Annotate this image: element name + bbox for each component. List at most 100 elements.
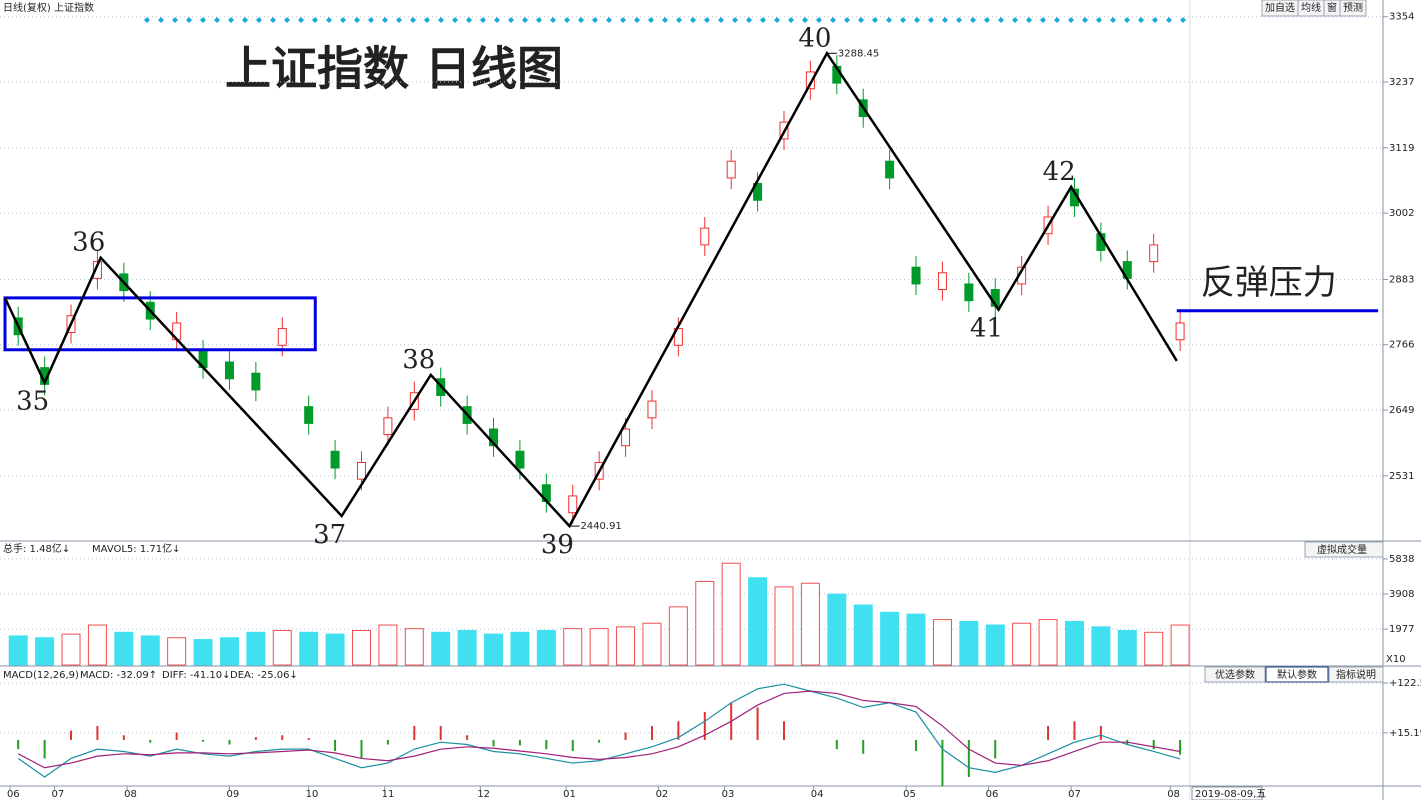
volume-bar [616, 626, 636, 666]
volume-bar [87, 624, 107, 666]
button-label[interactable]: 指标说明 [1336, 668, 1376, 681]
volume-bar [246, 631, 266, 666]
candle-body [647, 400, 657, 419]
volume-legend: 总手: 1.48亿↓ [3, 542, 70, 555]
candle-body [726, 160, 736, 179]
y-tick-label: +15.19 [1389, 728, 1421, 739]
candle-body [277, 328, 287, 346]
y-tick-label: 5838 [1389, 554, 1414, 565]
wave-label: 36 [72, 228, 105, 258]
button[interactable] [1265, 666, 1329, 683]
volume-bar [431, 631, 451, 666]
volume-bar [774, 586, 794, 666]
signal-row [140, 16, 1190, 24]
wave-label: 37 [313, 520, 346, 550]
macd-line [17, 683, 1181, 778]
y-tick-label: 2883 [1389, 274, 1414, 285]
volume-bar [1170, 624, 1190, 666]
button-label[interactable]: 默认参数 [1277, 668, 1317, 681]
x-tick-label: 06 [7, 789, 20, 800]
candle-body [1149, 244, 1159, 263]
candle-body [885, 160, 895, 179]
button-label[interactable]: 优选参数 [1215, 668, 1255, 681]
volume-bar [589, 628, 609, 666]
volume-bar [880, 611, 900, 666]
volume-legend: MAVOL5: 1.71亿↓ [92, 542, 181, 555]
button[interactable] [1304, 541, 1384, 558]
x-tick-label: 04 [811, 789, 824, 800]
macd-legend: MACD: -32.09↑ [80, 670, 157, 681]
y-tick-label: 2531 [1389, 471, 1414, 482]
x-tick-label: 05 [903, 789, 916, 800]
extreme-label: 2440.91 [580, 521, 621, 532]
volume-bar [35, 637, 55, 666]
button-label[interactable]: 预测 [1343, 1, 1363, 14]
candle-body [515, 450, 525, 469]
x-tick-label: 02 [656, 789, 669, 800]
volume-bar [985, 624, 1005, 666]
volume-bar [378, 624, 398, 666]
candle-body [1175, 322, 1185, 341]
volume-bar [272, 629, 292, 666]
volume-bar [457, 629, 477, 666]
button[interactable] [1328, 666, 1384, 683]
button[interactable] [1204, 666, 1266, 683]
chart-title: 上证指数 日线图 [225, 42, 563, 96]
candle-body [304, 406, 314, 424]
x-tick-label: 07 [52, 789, 65, 800]
button-label[interactable]: 加自选 [1265, 1, 1295, 14]
candle-body [251, 372, 261, 391]
y-tick-label: 3908 [1389, 589, 1414, 600]
candle-body [330, 450, 340, 469]
button[interactable] [1339, 0, 1367, 17]
volume-bar [404, 628, 424, 666]
volume-bar [1038, 619, 1058, 666]
volume-bar [721, 562, 741, 666]
scale-label: X10 [1386, 654, 1406, 665]
extreme-label: 3288.45 [838, 48, 879, 59]
macd-line [17, 690, 1181, 769]
wave-label: 42 [1043, 157, 1076, 187]
volume-bar [563, 628, 583, 666]
date-label: 2019-08-09,五 [1195, 789, 1266, 800]
button-label[interactable]: 窗 [1327, 1, 1337, 14]
x-tick-label: 03 [722, 789, 735, 800]
candle-body [937, 272, 947, 291]
volume-bar [668, 606, 688, 666]
volume-bar [853, 604, 873, 666]
x-tick-label: 08 [124, 789, 137, 800]
candle-body [911, 266, 921, 285]
volume-bar [114, 631, 134, 666]
candle-body [224, 361, 234, 380]
macd-legend: DIFF: -41.10↓ [162, 670, 231, 681]
y-tick-label: 2649 [1389, 405, 1414, 416]
volume-bar [1091, 626, 1111, 666]
button-label[interactable]: 均线 [1301, 1, 1321, 14]
candle-body [753, 183, 763, 201]
button-label[interactable]: 虚拟成交量 [1317, 543, 1367, 556]
volume-bar [642, 622, 662, 666]
volume-bar [1012, 622, 1032, 666]
candle-body [700, 227, 710, 246]
resistance-label: 反弹压力 [1201, 263, 1337, 303]
y-tick-label: 3119 [1389, 143, 1414, 154]
volume-bar [800, 582, 820, 666]
price-box [3, 296, 317, 352]
volume-bar [351, 629, 371, 666]
macd-legend: DEA: -25.06↓ [230, 670, 298, 681]
y-tick-label: 1977 [1389, 624, 1414, 635]
wave-label: 39 [541, 530, 574, 560]
volume-bar [325, 633, 345, 666]
wave-label: 35 [16, 387, 49, 417]
wave-label: 38 [402, 345, 435, 375]
x-tick-label: 09 [226, 789, 239, 800]
volume-bar [219, 637, 239, 666]
date-box [1191, 786, 1263, 800]
volume-bar [8, 635, 28, 666]
wave-label: 40 [798, 23, 831, 53]
volume-bar [1117, 629, 1137, 666]
volume-bar [536, 629, 556, 666]
candle-body [805, 71, 815, 90]
volume-bar [827, 593, 847, 666]
